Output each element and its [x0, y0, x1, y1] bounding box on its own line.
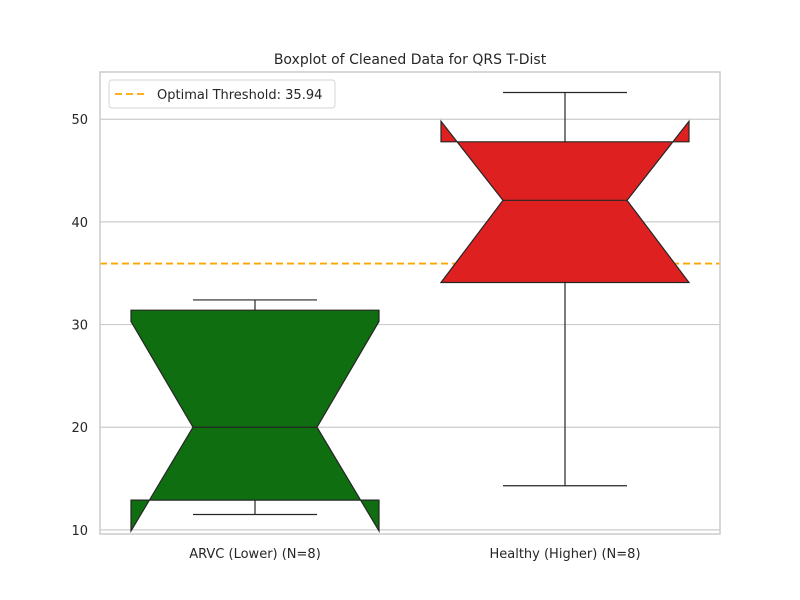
legend-threshold-label: Optimal Threshold: 35.94: [157, 88, 322, 103]
x-tick-label-1: ARVC (Lower) (N=8): [189, 547, 321, 562]
y-tick-label-40: 40: [71, 216, 88, 231]
y-tick-label-30: 30: [71, 319, 88, 334]
x-tick-label-2: Healthy (Higher) (N=8): [489, 547, 640, 562]
box-group-1: [130, 299, 380, 534]
notched-box: [130, 309, 380, 534]
y-tick-label-20: 20: [71, 421, 88, 436]
y-tick-label-10: 10: [71, 524, 88, 539]
y-tick-label-50: 50: [71, 113, 88, 128]
plot-frame: [99, 71, 721, 535]
chart-title: Boxplot of Cleaned Data for QRS T-Dist: [274, 52, 547, 68]
notched-box: [439, 119, 691, 284]
box-layer: [130, 91, 691, 534]
box-group-2: [439, 91, 691, 487]
legend: Optimal Threshold: 35.94: [108, 79, 336, 109]
x-tick-labels: ARVC (Lower) (N=8) Healthy (Higher) (N=8): [189, 547, 640, 562]
y-tick-labels: 10 20 30 40 50: [71, 113, 88, 539]
legend-box: [108, 79, 336, 109]
plot-border: [99, 71, 721, 535]
